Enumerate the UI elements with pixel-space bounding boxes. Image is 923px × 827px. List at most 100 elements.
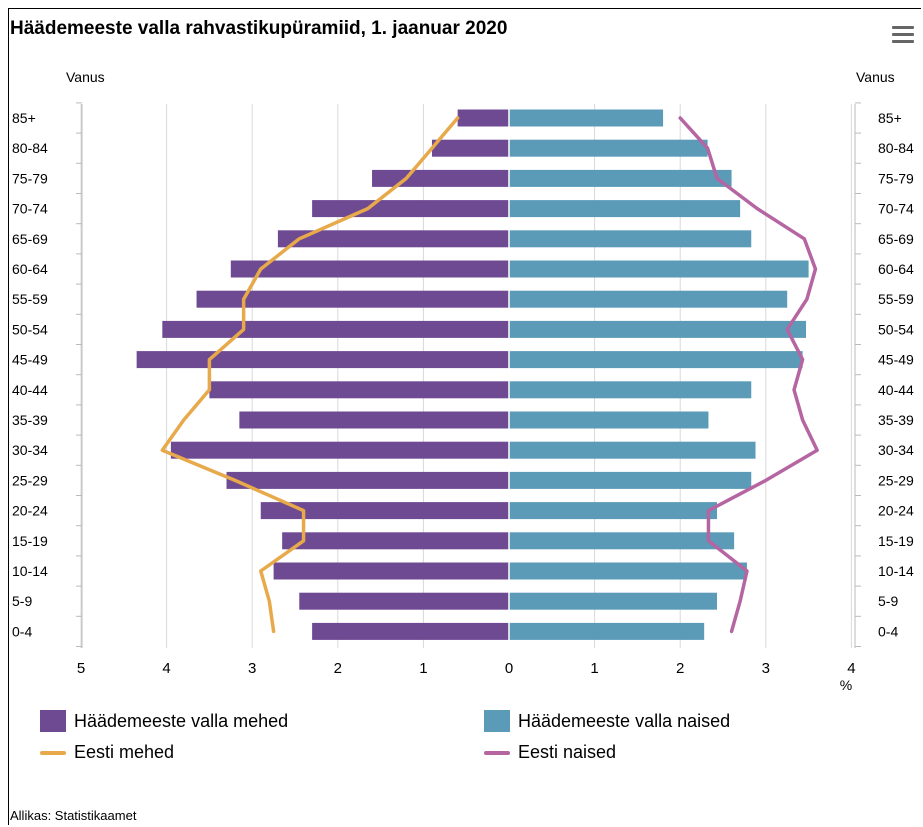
y-tick-label-left: 45-49 [12, 352, 48, 368]
y-tick-label-left: 40-44 [12, 382, 48, 398]
x-tick-label: 3 [248, 660, 256, 677]
y-tick-label-right: 80-84 [878, 140, 914, 156]
bar-women [509, 200, 741, 218]
y-tick-label-left: 70-74 [12, 201, 48, 217]
y-tick-label-left: 80-84 [12, 140, 48, 156]
y-tick-label-left: 10-14 [12, 563, 48, 579]
bar-men [170, 441, 509, 459]
y-tick-label-left: 55-59 [12, 291, 48, 307]
chart-title: Häädemeeste valla rahvastikupüramiid, 1.… [10, 18, 508, 39]
y-tick-label-right: 85+ [878, 110, 902, 126]
y-tick-label-right: 75-79 [878, 170, 914, 186]
bar-men [136, 351, 509, 369]
chart-frame [8, 8, 921, 825]
y-tick-label-right: 30-34 [878, 442, 914, 458]
y-tick-label-right: 70-74 [878, 201, 914, 217]
y-tick-label-left: 20-24 [12, 503, 48, 519]
hamburger-menu-icon[interactable] [892, 26, 914, 44]
bar-men [273, 562, 509, 580]
bar-men [277, 230, 509, 248]
x-tick-label: 1 [590, 660, 598, 677]
bar-women [509, 290, 788, 308]
x-axis-unit: % [840, 677, 852, 693]
y-tick-label-left: 65-69 [12, 231, 48, 247]
y-tick-label-right: 40-44 [878, 382, 914, 398]
bar-women [509, 622, 705, 640]
bar-men [431, 139, 509, 157]
y-tick-label-right: 65-69 [878, 231, 914, 247]
x-tick-label: 3 [762, 660, 770, 677]
legend-label: Häädemeeste valla mehed [74, 710, 289, 731]
x-tick-label: 2 [676, 660, 684, 677]
x-tick-label: 4 [162, 660, 170, 677]
y-tick-label-right: 20-24 [878, 503, 914, 519]
y-tick-label-left: 60-64 [12, 261, 48, 277]
y-tick-label-right: 15-19 [878, 533, 914, 549]
y-tick-label-right: 45-49 [878, 352, 914, 368]
y-tick-label-left: 50-54 [12, 321, 48, 337]
y-tick-label-right: 10-14 [878, 563, 914, 579]
y-axis-title-left: Vanus [66, 69, 105, 85]
bar-women [509, 109, 664, 127]
y-tick-label-left: 85+ [12, 110, 36, 126]
bar-men [372, 169, 509, 187]
legend-swatch-men-line [40, 750, 66, 755]
bar-men [260, 502, 509, 520]
bar-men [457, 109, 509, 127]
legend-label: Häädemeeste valla naised [518, 710, 731, 731]
x-tick-label: 4 [847, 660, 855, 677]
y-tick-label-right: 0-4 [878, 623, 898, 639]
legend-swatch-women-line [484, 750, 510, 755]
y-tick-label-left: 25-29 [12, 472, 48, 488]
y-tick-label-right: 35-39 [878, 412, 914, 428]
legend-label: Eesti naised [518, 742, 617, 762]
bar-women [509, 592, 718, 610]
bar-men [282, 532, 509, 550]
legend-swatch-men-bars [40, 710, 66, 732]
bar-women [509, 169, 732, 187]
bar-men [209, 381, 509, 399]
x-tick-label: 1 [419, 660, 427, 677]
y-tick-label-left: 5-9 [12, 593, 32, 609]
y-tick-label-left: 15-19 [12, 533, 48, 549]
bar-men [230, 260, 510, 278]
bar-women [509, 441, 756, 459]
legend-item-men-bars[interactable]: Häädemeeste valla mehed [40, 710, 288, 732]
line-eesti-naised [678, 116, 819, 634]
bar-women [509, 320, 807, 338]
x-tick-label: 2 [334, 660, 342, 677]
source-note: Allikas: Statistikaamet [10, 808, 137, 823]
y-tick-label-right: 5-9 [878, 593, 898, 609]
x-tick-label: 0 [505, 660, 513, 677]
bar-men [226, 471, 509, 489]
y-tick-label-right: 55-59 [878, 291, 914, 307]
bar-women [509, 502, 718, 520]
bar-men [312, 622, 509, 640]
y-tick-label-left: 75-79 [12, 170, 48, 186]
bar-women [509, 260, 809, 278]
legend-item-women-bars[interactable]: Häädemeeste valla naised [484, 710, 730, 732]
legend-item-women-line[interactable]: Eesti naised [484, 742, 616, 763]
bar-women [509, 381, 752, 399]
y-tick-label-left: 30-34 [12, 442, 48, 458]
bar-women [509, 139, 708, 157]
bar-men [312, 200, 509, 218]
line-eesti-mehed [160, 116, 460, 634]
bar-men [162, 320, 509, 338]
x-tick-label: 5 [77, 660, 85, 677]
bar-women [509, 471, 752, 489]
y-axis-title-right: Vanus [856, 69, 895, 85]
y-tick-label-right: 25-29 [878, 472, 914, 488]
bar-women [509, 532, 735, 550]
bar-men [196, 290, 509, 308]
y-tick-label-left: 0-4 [12, 623, 32, 639]
y-tick-label-left: 35-39 [12, 412, 48, 428]
legend-swatch-women-bars [484, 710, 510, 732]
bar-men [239, 411, 510, 429]
bar-women [509, 230, 752, 248]
bar-women [509, 411, 709, 429]
bar-women [509, 351, 803, 369]
legend-item-men-line[interactable]: Eesti mehed [40, 742, 174, 763]
legend-label: Eesti mehed [74, 742, 175, 762]
